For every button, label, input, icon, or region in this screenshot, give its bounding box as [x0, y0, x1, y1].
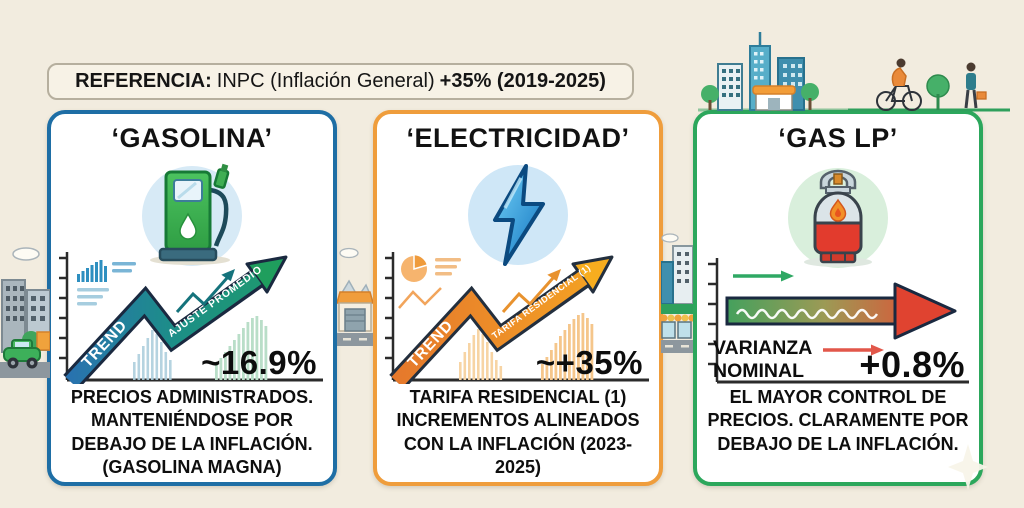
gasolina-trend-chart: TREND AJUSTE PROMEDIO ~16.9%	[57, 246, 327, 384]
sparkle-icon	[948, 444, 988, 490]
reference-value: +35% (2019-2025)	[439, 70, 606, 92]
gasolina-value: ~16.9%	[201, 344, 317, 381]
card-electricidad: ‘ELECTRICIDAD’	[373, 110, 663, 486]
card-gasolina: ‘GASOLINA’	[47, 110, 337, 486]
card-gaslp: ‘GAS LP’	[693, 110, 983, 486]
background-city-skyline-illustration	[698, 32, 1010, 112]
background-city-left-illustration	[0, 247, 50, 378]
gasolina-arrow-label: AJUSTE PROMEDIO	[166, 263, 265, 339]
fuel-pump-icon	[133, 156, 251, 274]
gasolina-trend-label: TREND	[79, 317, 131, 371]
card-gasolina-title: ‘GASOLINA’	[111, 123, 273, 153]
electricidad-trend-chart: TREND TARIFA RESIDENCIAL (1) ~+35%	[383, 246, 653, 384]
gaslp-caption: EL MAYOR CONTROL DE PRECIOS. CLARAMENTE …	[707, 387, 969, 454]
gas-cylinder-icon	[779, 156, 897, 274]
gaslp-variance-chart: VARIANZA NOMINAL +0.8%	[703, 254, 973, 386]
reference-label: REFERENCIA:	[75, 70, 212, 92]
gaslp-value: +0.8%	[859, 344, 965, 385]
mini-bar-chart-icon	[77, 260, 107, 282]
reference-body: INPC (Inflación General)	[216, 70, 435, 92]
gaslp-variance-label: VARIANZA NOMINAL	[713, 337, 812, 382]
mini-pie-chart-icon	[401, 253, 429, 282]
gasolina-caption: PRECIOS ADMINISTRADOS. MANTENIÉNDOSE POR…	[70, 387, 314, 478]
card-gaslp-title: ‘GAS LP’	[778, 123, 898, 153]
electricidad-trend-label: TREND	[405, 317, 457, 371]
card-electricidad-title: ‘ELECTRICIDAD’	[406, 123, 630, 153]
reference-banner: REFERENCIA: INPC (Inflación General) +35…	[47, 63, 634, 100]
lightning-bolt-icon	[459, 156, 577, 274]
electricidad-caption: TARIFA RESIDENCIAL (1) INCREMENTOS ALINE…	[396, 387, 640, 478]
background-mountain-garage-illustration	[337, 247, 373, 346]
electricidad-value: ~+35%	[535, 344, 643, 381]
background-storefront-illustration	[661, 233, 693, 353]
